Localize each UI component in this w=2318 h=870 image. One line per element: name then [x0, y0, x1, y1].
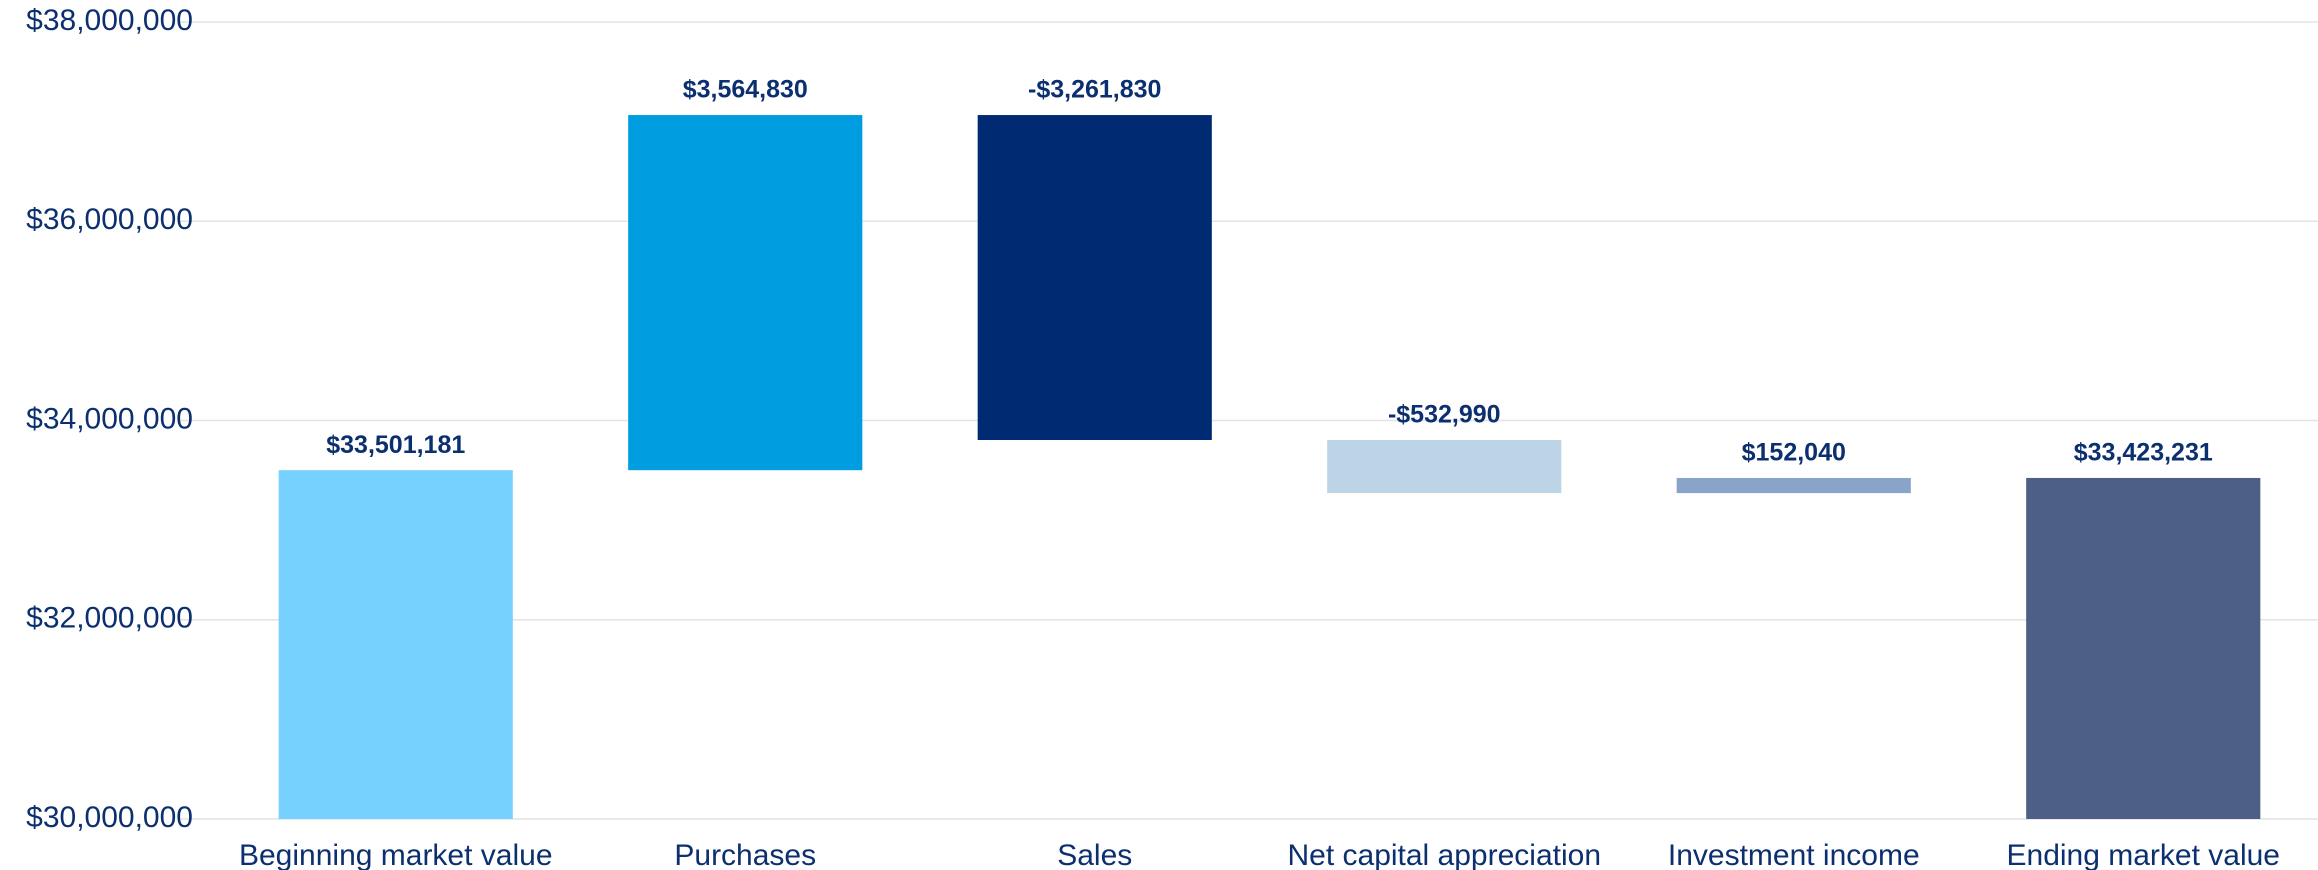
value-label: $33,423,231 — [2074, 439, 2213, 467]
bar — [278, 470, 513, 819]
x-tick-label: Ending market value — [2007, 839, 2281, 870]
y-tick-label: $38,000,000 — [26, 4, 193, 37]
x-tick-label: Beginning market value — [239, 839, 553, 870]
x-tick-label: Net capital appreciation — [1287, 839, 1601, 870]
x-tick-label: Sales — [1057, 839, 1132, 870]
y-tick-label: $36,000,000 — [26, 203, 193, 236]
y-tick-label: $34,000,000 — [26, 402, 193, 435]
x-tick-label: Purchases — [674, 839, 816, 870]
value-label: $33,501,181 — [326, 431, 465, 459]
bar — [1676, 477, 1911, 494]
x-tick-label: Investment income — [1668, 839, 1920, 870]
y-tick-label: $30,000,000 — [26, 801, 193, 834]
bar — [2026, 477, 2261, 819]
bar — [628, 115, 863, 471]
value-label: $3,564,830 — [683, 76, 808, 104]
y-tick-label: $32,000,000 — [26, 602, 193, 635]
value-label: -$532,990 — [1388, 401, 1501, 429]
value-label: $152,040 — [1742, 439, 1846, 467]
value-label: -$3,261,830 — [1028, 76, 1161, 104]
bar — [977, 115, 1212, 441]
bar — [1327, 440, 1562, 494]
